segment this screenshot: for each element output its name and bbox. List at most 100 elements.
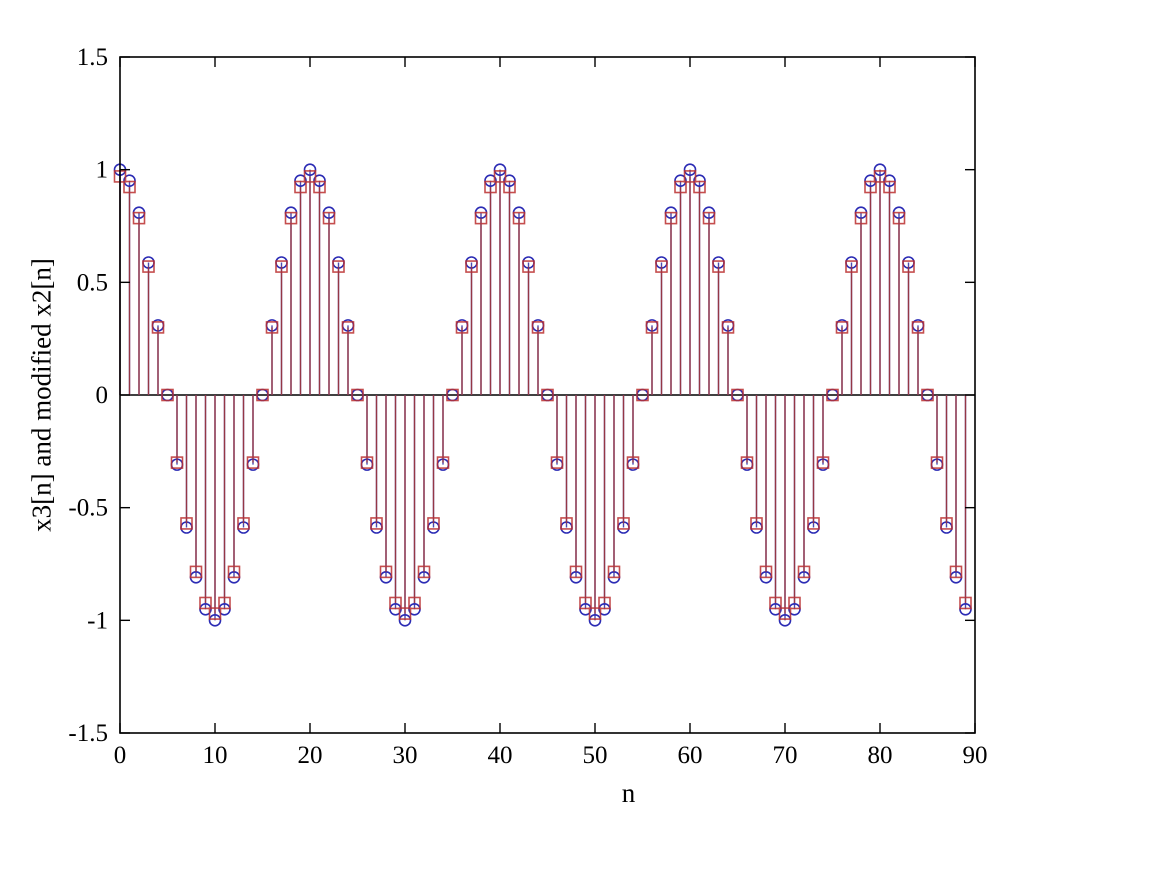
square-marker	[579, 596, 592, 610]
square-marker	[427, 517, 440, 530]
circle-marker	[598, 602, 611, 616]
square-marker	[417, 565, 431, 579]
square-marker	[845, 260, 858, 273]
square-marker	[636, 388, 649, 402]
square-marker	[503, 180, 516, 194]
square-marker	[588, 607, 602, 620]
square-marker	[493, 170, 507, 183]
y-tick-label: 0	[96, 382, 109, 409]
circle-marker	[674, 174, 687, 188]
circle-marker	[484, 174, 497, 188]
square-marker	[208, 607, 222, 620]
square-marker	[854, 211, 868, 225]
x-tick-label: 80	[868, 742, 893, 769]
x-tick-label: 30	[393, 742, 418, 769]
y-tick-label: -0.5	[68, 495, 108, 522]
square-marker	[398, 607, 412, 620]
square-marker	[265, 321, 279, 334]
square-marker	[351, 388, 364, 402]
square-marker	[560, 517, 573, 530]
square-marker	[322, 211, 336, 225]
square-marker	[712, 260, 725, 273]
square-marker	[389, 596, 402, 610]
square-marker	[227, 565, 241, 579]
square-marker	[275, 260, 288, 273]
circle-marker	[769, 602, 782, 616]
circle-marker	[693, 174, 706, 188]
square-marker	[598, 596, 611, 610]
square-marker	[873, 170, 887, 183]
y-tick-label: 1	[96, 157, 109, 184]
square-marker	[816, 456, 830, 469]
square-marker	[778, 607, 792, 620]
square-marker	[246, 456, 260, 469]
circle-marker	[503, 174, 516, 188]
square-marker	[550, 456, 564, 469]
circle-marker	[683, 163, 697, 176]
square-marker	[864, 180, 877, 194]
square-marker	[180, 517, 193, 530]
circle-marker	[208, 614, 222, 627]
square-marker	[740, 456, 754, 469]
series-x2-modified	[113, 170, 972, 620]
y-tick-label: 0.5	[77, 269, 108, 296]
square-marker	[132, 211, 146, 225]
square-marker	[949, 565, 963, 579]
square-marker	[360, 456, 374, 469]
x-tick-label: 40	[488, 742, 513, 769]
circle-marker	[493, 163, 507, 176]
x-tick-label: 50	[583, 742, 608, 769]
square-marker	[626, 456, 640, 469]
circle-marker	[408, 602, 421, 616]
square-marker	[465, 260, 478, 273]
square-marker	[702, 211, 716, 225]
square-marker	[531, 321, 545, 334]
square-marker	[664, 211, 678, 225]
square-marker	[284, 211, 298, 225]
circle-marker	[778, 614, 792, 627]
square-marker	[674, 180, 687, 194]
square-marker	[512, 211, 526, 225]
square-marker	[797, 565, 811, 579]
square-marker	[617, 517, 630, 530]
square-marker	[826, 388, 839, 402]
x-tick-label: 60	[678, 742, 703, 769]
square-marker	[446, 388, 459, 402]
square-marker	[835, 321, 849, 334]
square-marker	[959, 596, 972, 610]
circle-marker	[864, 174, 877, 188]
square-marker	[379, 565, 393, 579]
square-marker	[788, 596, 801, 610]
square-marker	[161, 388, 174, 402]
square-marker	[892, 211, 906, 225]
square-marker	[940, 517, 953, 530]
square-marker	[474, 211, 488, 225]
square-marker	[759, 565, 773, 579]
square-marker	[731, 388, 744, 402]
square-marker	[370, 517, 383, 530]
square-marker	[408, 596, 421, 610]
circle-marker	[294, 174, 307, 188]
square-marker	[170, 456, 184, 469]
x-tick-label: 70	[773, 742, 798, 769]
square-marker	[607, 565, 621, 579]
square-marker	[693, 180, 706, 194]
square-marker	[218, 596, 231, 610]
square-marker	[769, 596, 782, 610]
y-tick-label: 1.5	[77, 44, 108, 71]
circle-marker	[199, 602, 212, 616]
square-marker	[189, 565, 203, 579]
square-marker	[313, 180, 326, 194]
square-marker	[721, 321, 735, 334]
square-marker	[569, 565, 583, 579]
square-marker	[541, 388, 554, 402]
x-tick-label: 90	[963, 742, 988, 769]
square-marker	[303, 170, 317, 183]
square-marker	[142, 260, 155, 273]
square-marker	[807, 517, 820, 530]
square-marker	[655, 260, 668, 273]
square-marker	[237, 517, 250, 530]
circle-marker	[588, 614, 602, 627]
